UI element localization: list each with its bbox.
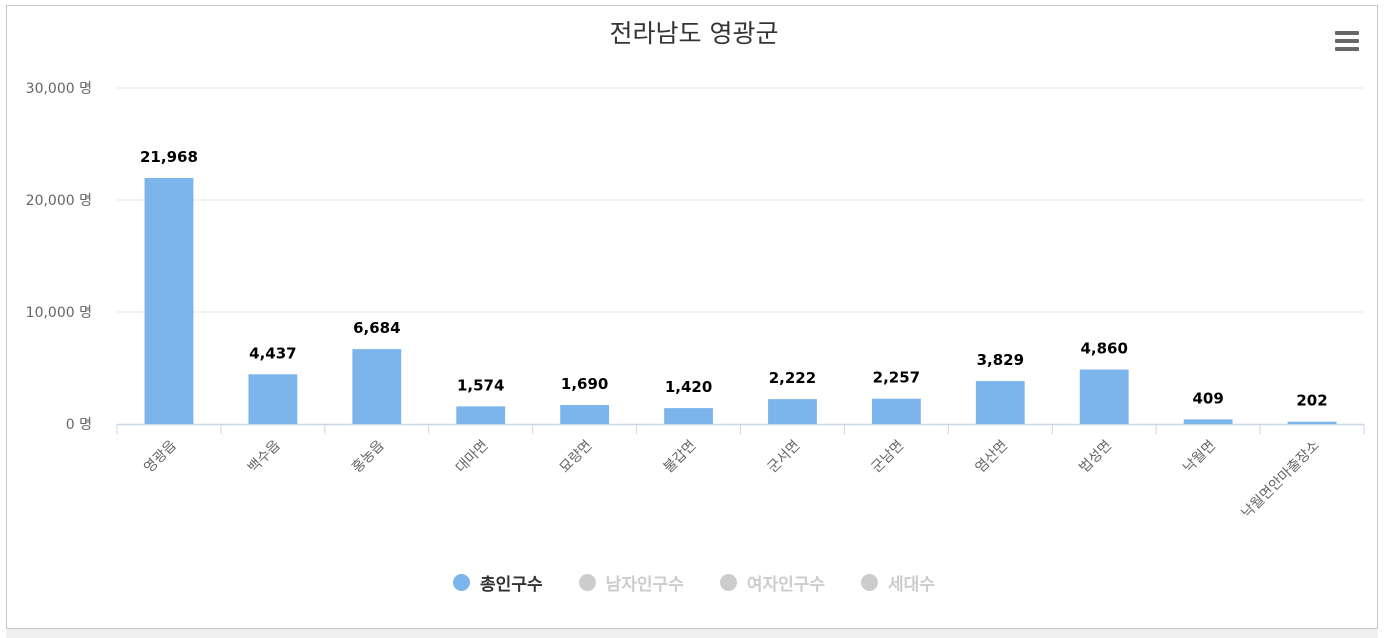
- y-tick-label: 10,000 명: [26, 305, 92, 321]
- chart-menu-button[interactable]: [1331, 28, 1363, 54]
- data-label: 409: [1192, 389, 1223, 407]
- data-label: 4,437: [249, 344, 296, 362]
- data-label: 1,690: [561, 375, 608, 393]
- bar: [1183, 419, 1233, 424]
- x-tick-label: 대마면: [453, 438, 492, 477]
- legend-item-households[interactable]: 세대수: [861, 570, 935, 595]
- chart-title: 전라남도 영광군: [609, 19, 779, 48]
- data-label: 6,684: [353, 319, 400, 337]
- legend-label: 총인구수: [480, 575, 543, 595]
- bar: [560, 405, 610, 424]
- chart-container: [6, 5, 1378, 629]
- data-label: 3,829: [977, 351, 1024, 369]
- bar-chart: 0 명 10,000 명 20,000 명 30,000 명 21,968 영광읍 4,43…: [26, 81, 1365, 522]
- legend-item-male[interactable]: 남자인구수: [578, 570, 684, 595]
- data-label: 1,574: [457, 376, 504, 394]
- bar: [248, 374, 298, 424]
- legend-marker: [453, 574, 471, 591]
- bar: [768, 399, 817, 424]
- bottom-strip: [6, 629, 1378, 638]
- bar: [1079, 369, 1129, 424]
- bar: [975, 381, 1025, 424]
- bar: [871, 398, 921, 424]
- x-tick-label: 홍농읍: [349, 437, 388, 476]
- x-tick-label: 염산면: [972, 438, 1011, 477]
- bar: [352, 349, 402, 424]
- data-label: 21,968: [140, 148, 198, 166]
- x-tick-label: 법성면: [1076, 438, 1115, 477]
- legend-item-female[interactable]: 여자인구수: [719, 570, 826, 595]
- data-label: 4,860: [1080, 340, 1127, 358]
- legend-label: 여자인구수: [746, 575, 826, 595]
- x-tick-label: 묘량면: [557, 438, 596, 477]
- x-tick-label: 군남면: [869, 438, 908, 477]
- legend-marker: [578, 574, 596, 591]
- data-label: 202: [1296, 392, 1327, 410]
- data-label: 2,222: [769, 369, 816, 387]
- bar: [144, 177, 194, 424]
- bar: [664, 408, 713, 424]
- legend-label: 세대수: [888, 575, 935, 595]
- y-tick-label: 20,000 명: [26, 193, 92, 209]
- x-tick-label: 불갑면: [661, 438, 700, 477]
- legend-marker: [861, 574, 879, 591]
- y-tick-label: 30,000 명: [26, 81, 92, 97]
- y-tick-label: 0 명: [66, 417, 92, 433]
- legend-item-total[interactable]: 총인구수: [453, 570, 543, 595]
- legend-label: 남자인구수: [605, 575, 684, 595]
- data-label: 1,420: [665, 378, 712, 396]
- x-tick-label: 낙월면: [1180, 438, 1219, 477]
- x-tick-label: 낙월면안마출장소: [1239, 437, 1323, 521]
- legend: 총인구수 남자인구수 여자인구수 세대수: [0, 570, 1388, 595]
- bar: [1287, 421, 1337, 424]
- x-tick-label: 군서면: [765, 438, 804, 477]
- x-tick-label: 영광읍: [141, 437, 180, 476]
- data-label: 2,257: [873, 369, 920, 387]
- hamburger-menu-icon-bar: [1335, 39, 1359, 43]
- legend-marker: [719, 574, 737, 591]
- hamburger-menu-icon-bar: [1335, 47, 1359, 51]
- bar: [456, 406, 506, 424]
- hamburger-menu-icon: [1335, 31, 1359, 35]
- x-tick-label: 백수읍: [245, 437, 284, 476]
